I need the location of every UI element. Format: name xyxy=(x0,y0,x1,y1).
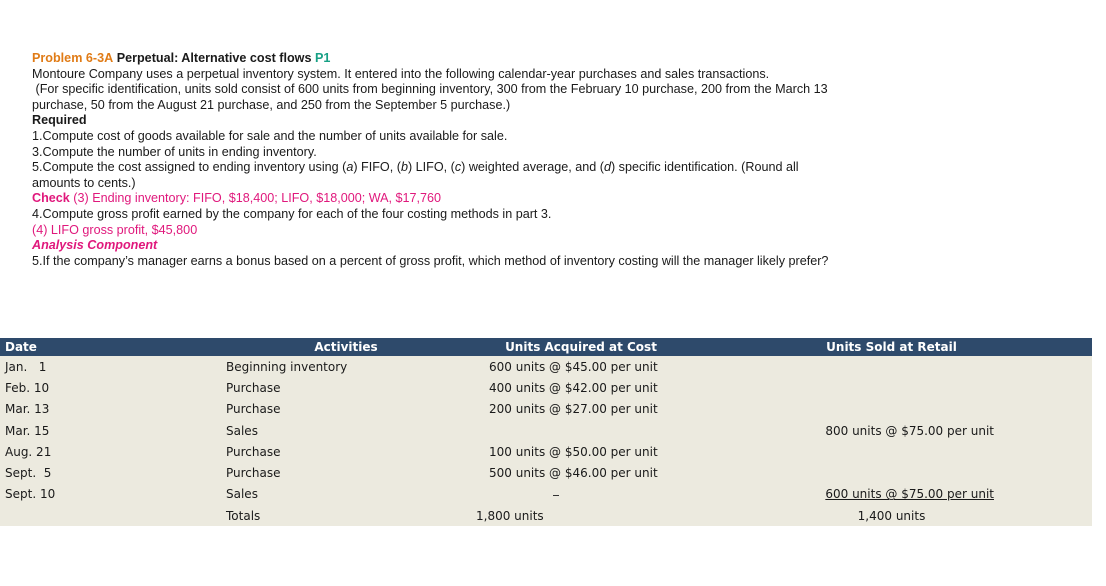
problem-heading: Problem 6-3A Perpetual: Alternative cost… xyxy=(32,51,1072,67)
cell-acquired: 400 units @ $42.00 per unit xyxy=(489,380,658,395)
header-units-sold: Units Sold at Retail xyxy=(826,340,957,354)
learning-objective: P1 xyxy=(314,51,331,65)
table-row: Sept. 10 Sales 600 units @ $75.00 per un… xyxy=(0,483,1092,506)
cell-acquired xyxy=(471,420,691,441)
cell-activity: Purchase xyxy=(226,402,281,417)
cell-date: Sept. 5 xyxy=(5,466,52,481)
requirement-4: 4.Compute gross profit earned by the com… xyxy=(32,206,552,221)
req5a-text-2: ) LIFO, ( xyxy=(407,160,455,175)
cell-activity: Sales xyxy=(226,487,258,502)
cell-activity: Sales xyxy=(226,423,258,438)
header-date: Date xyxy=(5,340,37,354)
requirement-5a: 5.Compute the cost assigned to ending in… xyxy=(32,160,1072,176)
req5a-letter-c: c xyxy=(454,160,462,175)
header-units-acquired: Units Acquired at Cost xyxy=(505,340,657,354)
cell-activity: Purchase xyxy=(226,444,281,459)
underline-mark xyxy=(553,495,559,497)
req5a-text-1: ) FIFO, ( xyxy=(353,160,401,175)
table-row: Sept. 5 Purchase 500 units @ $46.00 per … xyxy=(0,462,1092,484)
req5a-text: 5.Compute the cost assigned to ending in… xyxy=(32,160,347,175)
cell-date xyxy=(0,505,221,526)
specific-id-note-line2: purchase, 50 from the August 21 purchase… xyxy=(32,97,511,112)
problem-number: Problem 6-3A xyxy=(32,51,114,65)
table-row: Mar. 13 Purchase 200 units @ $27.00 per … xyxy=(0,398,1092,420)
cell-date: Aug. 21 xyxy=(5,444,52,459)
cell-date: Jan. 1 xyxy=(5,359,47,374)
table-row: Mar. 15 Sales 800 units @ $75.00 per uni… xyxy=(0,419,1092,442)
cell-date: Mar. 15 xyxy=(5,423,50,438)
cell-activity: Purchase xyxy=(226,466,281,481)
cell-sold xyxy=(691,377,1092,398)
table-row: Aug. 21 Purchase 100 units @ $50.00 per … xyxy=(0,441,1092,463)
cell-acquired: 200 units @ $27.00 per unit xyxy=(489,402,658,417)
problem-title: Perpetual: Alternative cost flows xyxy=(116,51,312,65)
header-activities: Activities xyxy=(314,340,378,354)
totals-row: Totals 1,800 units 1,400 units xyxy=(0,505,1092,527)
req5a-text-3: ) weighted average, and ( xyxy=(461,160,604,175)
table-row: Feb. 10 Purchase 400 units @ $42.00 per … xyxy=(0,377,1092,399)
check-lifo-gross-profit: (4) LIFO gross profit, $45,800 xyxy=(32,222,198,237)
table-header-row: Date Activities Units Acquired at Cost U… xyxy=(0,338,1092,356)
problem-statement: Problem 6-3A Perpetual: Alternative cost… xyxy=(32,51,1072,269)
cell-sold-underlined: 600 units @ $75.00 per unit xyxy=(825,487,994,502)
cell-activity: Beginning inventory xyxy=(226,359,348,374)
analysis-heading: Analysis Component xyxy=(32,238,158,253)
cell-acquired-dash xyxy=(471,484,691,505)
table-row: Jan. 1 Beginning inventory 600 units @ $… xyxy=(0,356,1092,378)
cell-date: Mar. 13 xyxy=(5,402,50,417)
required-heading: Required xyxy=(32,113,87,128)
transactions-table: Date Activities Units Acquired at Cost U… xyxy=(0,338,1092,527)
totals-label: Totals xyxy=(226,508,261,523)
specific-id-note-line1: (For specific identification, units sold… xyxy=(32,82,828,97)
cell-acquired: 500 units @ $46.00 per unit xyxy=(489,466,658,481)
cell-sold xyxy=(691,356,1092,377)
totals-acquired: 1,800 units xyxy=(476,508,544,523)
check-label: Check xyxy=(32,191,70,206)
cell-activity: Purchase xyxy=(226,380,281,395)
cell-sold xyxy=(691,399,1092,420)
check-ending-inventory: Check (3) Ending inventory: FIFO, $18,40… xyxy=(32,191,1072,207)
requirement-1: 1.Compute cost of goods available for sa… xyxy=(32,128,508,143)
problem-intro: Montoure Company uses a perpetual invent… xyxy=(32,66,770,81)
requirement-5b: 5.If the company’s manager earns a bonus… xyxy=(32,253,829,268)
req5a-letter-a: a xyxy=(346,160,354,175)
cell-sold: 800 units @ $75.00 per unit xyxy=(825,423,994,438)
req5a-text-4: ) specific identification. (Round all xyxy=(610,160,799,175)
cell-date: Feb. 10 xyxy=(5,380,50,395)
requirement-3: 3.Compute the number of units in ending … xyxy=(32,144,317,159)
cell-acquired: 600 units @ $45.00 per unit xyxy=(489,359,658,374)
check-text: (3) Ending inventory: FIFO, $18,400; LIF… xyxy=(69,191,442,206)
cell-date: Sept. 10 xyxy=(5,487,56,502)
requirement-5a-cont: amounts to cents.) xyxy=(32,175,136,190)
req5a-letter-b: b xyxy=(400,160,408,175)
req5a-letter-d: d xyxy=(603,160,611,175)
cell-sold xyxy=(691,441,1092,462)
cell-sold: 600 units @ $75.00 per unit xyxy=(691,484,1092,505)
cell-acquired: 100 units @ $50.00 per unit xyxy=(489,444,658,459)
cell-sold xyxy=(691,462,1092,483)
transactions-table-container: Date Activities Units Acquired at Cost U… xyxy=(0,338,1092,527)
totals-sold: 1,400 units xyxy=(857,508,926,523)
